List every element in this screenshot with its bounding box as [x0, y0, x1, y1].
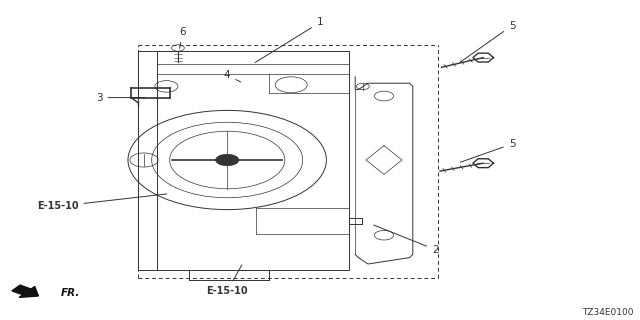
Text: 3: 3	[96, 92, 143, 103]
Text: 1: 1	[255, 17, 323, 62]
Text: 2: 2	[374, 225, 438, 255]
Text: E-15-10: E-15-10	[206, 265, 248, 296]
Text: 4: 4	[224, 70, 241, 82]
Text: 5: 5	[460, 139, 515, 162]
Circle shape	[216, 154, 239, 166]
Text: 6: 6	[179, 27, 186, 48]
Text: TZ34E0100: TZ34E0100	[582, 308, 634, 317]
Text: 5: 5	[460, 20, 515, 62]
Text: E-15-10: E-15-10	[36, 194, 167, 212]
FancyArrow shape	[12, 285, 38, 297]
Text: FR.: FR.	[61, 288, 80, 298]
